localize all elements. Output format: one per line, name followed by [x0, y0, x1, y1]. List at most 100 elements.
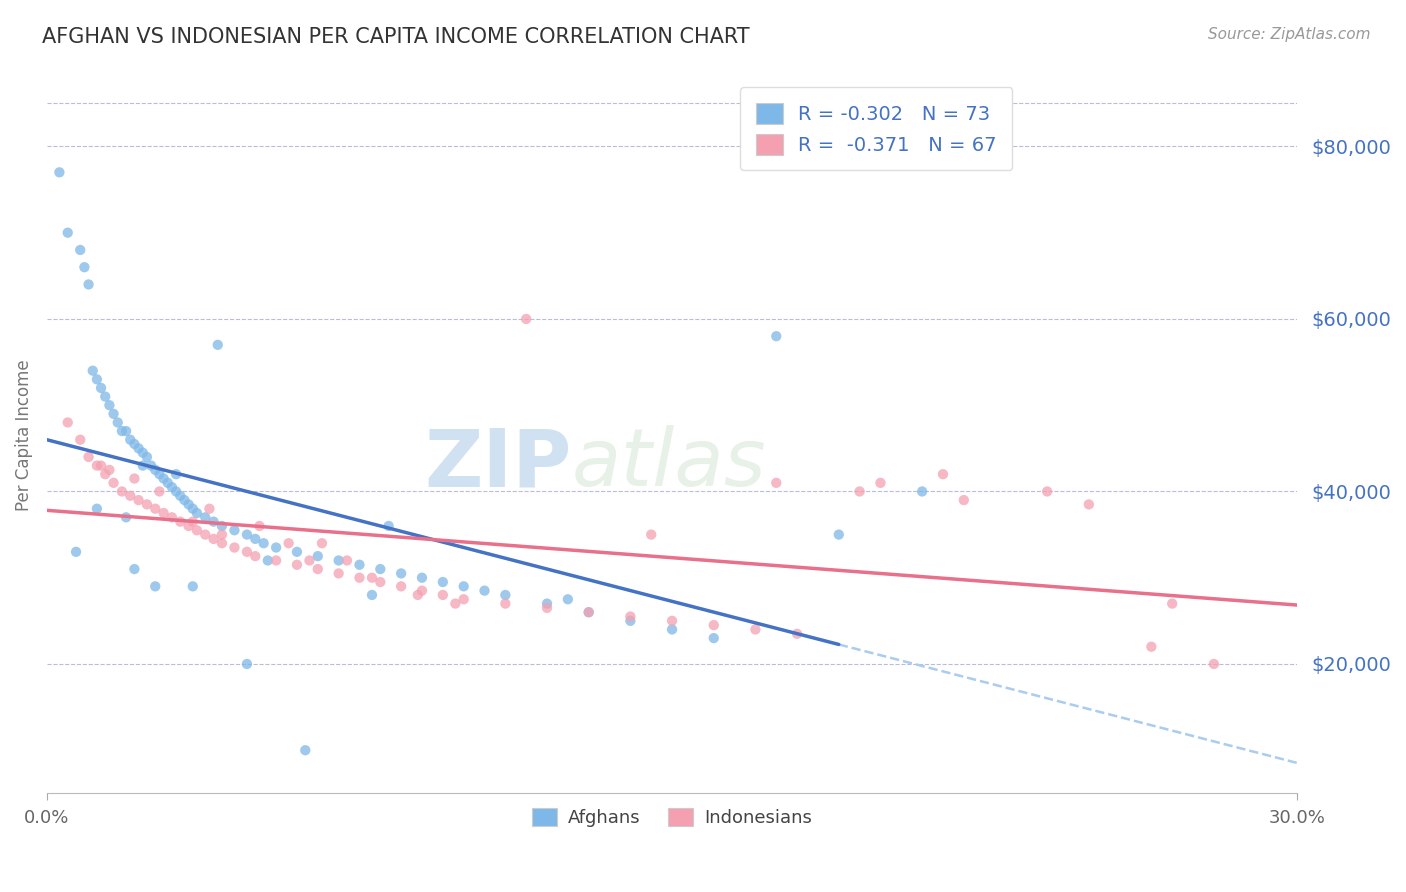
- Point: [48, 165, 70, 179]
- Point: [169, 489, 191, 503]
- Point: [494, 588, 516, 602]
- Point: [406, 588, 429, 602]
- Point: [311, 536, 333, 550]
- Point: [94, 467, 117, 482]
- Legend: Afghans, Indonesians: Afghans, Indonesians: [524, 801, 820, 834]
- Point: [377, 519, 399, 533]
- Point: [236, 657, 259, 671]
- Text: Source: ZipAtlas.com: Source: ZipAtlas.com: [1208, 27, 1371, 42]
- Point: [124, 562, 146, 576]
- Point: [202, 532, 225, 546]
- Point: [56, 226, 79, 240]
- Point: [160, 510, 183, 524]
- Point: [298, 553, 321, 567]
- Point: [69, 433, 91, 447]
- Point: [148, 467, 170, 482]
- Point: [152, 471, 174, 485]
- Point: [139, 458, 162, 473]
- Point: [211, 536, 233, 550]
- Point: [432, 588, 454, 602]
- Point: [69, 243, 91, 257]
- Point: [94, 390, 117, 404]
- Point: [124, 437, 146, 451]
- Point: [98, 463, 121, 477]
- Y-axis label: Per Capita Income: Per Capita Income: [15, 359, 32, 511]
- Point: [264, 553, 287, 567]
- Point: [207, 338, 229, 352]
- Point: [181, 515, 204, 529]
- Point: [143, 501, 166, 516]
- Point: [82, 364, 104, 378]
- Point: [494, 597, 516, 611]
- Point: [111, 424, 134, 438]
- Point: [264, 541, 287, 555]
- Point: [86, 372, 108, 386]
- Point: [202, 515, 225, 529]
- Point: [132, 445, 155, 459]
- Point: [224, 523, 246, 537]
- Point: [211, 527, 233, 541]
- Point: [619, 609, 641, 624]
- Point: [115, 510, 138, 524]
- Point: [349, 558, 371, 572]
- Point: [249, 519, 271, 533]
- Point: [143, 579, 166, 593]
- Point: [328, 553, 350, 567]
- Point: [703, 631, 725, 645]
- Point: [86, 501, 108, 516]
- Point: [169, 515, 191, 529]
- Text: atlas: atlas: [572, 425, 766, 503]
- Point: [389, 579, 412, 593]
- Point: [98, 398, 121, 412]
- Point: [245, 532, 267, 546]
- Point: [911, 484, 934, 499]
- Point: [107, 416, 129, 430]
- Point: [165, 484, 187, 499]
- Point: [557, 592, 579, 607]
- Point: [236, 545, 259, 559]
- Point: [245, 549, 267, 563]
- Point: [77, 450, 100, 464]
- Point: [828, 527, 851, 541]
- Point: [765, 475, 787, 490]
- Point: [453, 579, 475, 593]
- Point: [453, 592, 475, 607]
- Point: [294, 743, 316, 757]
- Point: [389, 566, 412, 581]
- Point: [952, 493, 974, 508]
- Point: [515, 312, 537, 326]
- Point: [236, 527, 259, 541]
- Point: [160, 480, 183, 494]
- Point: [619, 614, 641, 628]
- Point: [848, 484, 870, 499]
- Text: ZIP: ZIP: [425, 425, 572, 503]
- Point: [173, 493, 195, 508]
- Point: [307, 549, 329, 563]
- Point: [86, 458, 108, 473]
- Point: [143, 463, 166, 477]
- Point: [1077, 497, 1099, 511]
- Point: [661, 614, 683, 628]
- Point: [128, 442, 150, 456]
- Point: [148, 484, 170, 499]
- Point: [103, 407, 125, 421]
- Point: [181, 501, 204, 516]
- Point: [177, 519, 200, 533]
- Point: [252, 536, 274, 550]
- Point: [56, 416, 79, 430]
- Point: [411, 571, 433, 585]
- Point: [277, 536, 299, 550]
- Point: [368, 562, 391, 576]
- Point: [65, 545, 87, 559]
- Point: [124, 471, 146, 485]
- Point: [1161, 597, 1184, 611]
- Point: [349, 571, 371, 585]
- Point: [198, 501, 221, 516]
- Point: [869, 475, 891, 490]
- Point: [765, 329, 787, 343]
- Point: [1036, 484, 1059, 499]
- Point: [307, 562, 329, 576]
- Point: [186, 506, 208, 520]
- Point: [120, 433, 142, 447]
- Point: [285, 545, 308, 559]
